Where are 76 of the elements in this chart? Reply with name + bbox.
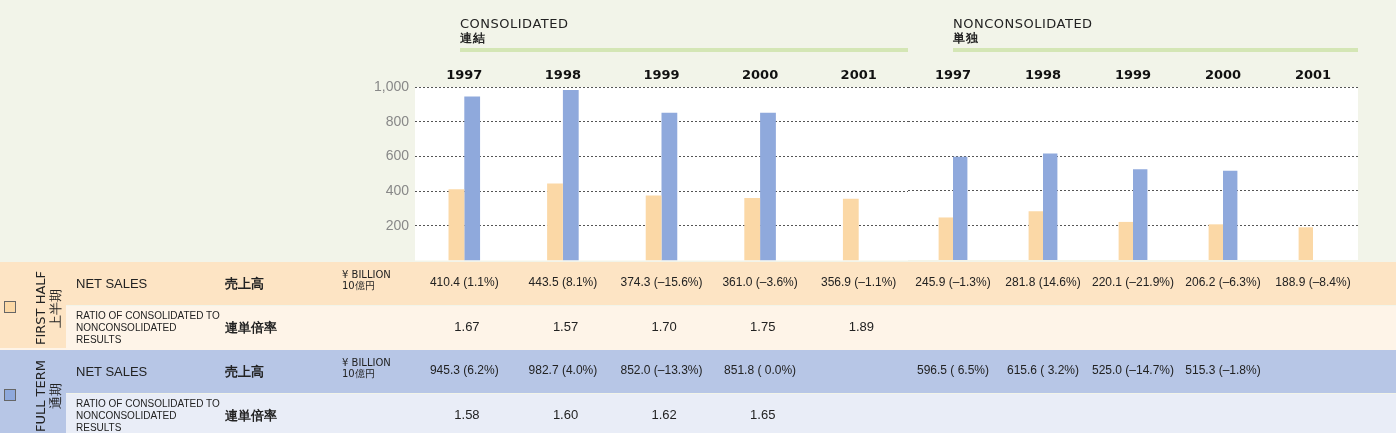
y-axis-title: ¥ BILLION 10億円 [342, 269, 392, 291]
text: NET SALES [76, 275, 149, 293]
bar [547, 183, 563, 261]
data-label: 410.4 (1.1%) [428, 275, 500, 289]
data-label: 443.5 (8.1%) [527, 275, 599, 289]
chart-title: NONCONSOLIDATED [953, 16, 1094, 31]
y-tick-label: 800 [385, 112, 410, 129]
data-label: 945.3 (6.2%) [428, 363, 500, 377]
bar [1223, 170, 1238, 260]
bar [938, 217, 953, 260]
text: 1.57 [552, 319, 579, 334]
x-tick-label: 2001 [840, 66, 877, 82]
data-label: 851.8 ( 0.0%) [723, 363, 798, 377]
x-tick-label: 2000 [742, 66, 779, 82]
text: 1.75 [750, 319, 776, 334]
x-tick-label: 1998 [1024, 66, 1062, 82]
text: 1.58 [454, 407, 480, 422]
y-tick-label: 600 [385, 147, 410, 164]
text: 1.70 [651, 319, 677, 334]
x-tick-label: 1997 [934, 66, 972, 82]
text: 1.65 [750, 407, 776, 422]
x-tick-label: 1999 [1114, 66, 1152, 82]
text: RATIO OF CONSOLIDATED TO NONCONSOLIDATED RESULTS [76, 309, 221, 347]
x-tick-label: 2001 [1294, 66, 1332, 82]
bar [744, 197, 761, 261]
bar [464, 96, 481, 261]
bar [448, 189, 465, 261]
legend-label: FIRST HALF 上半期 [32, 269, 64, 348]
data-label: 596.5 ( 6.5%) [915, 363, 990, 377]
bar [645, 195, 662, 261]
data-label: 281.8 (14.6%) [1004, 275, 1082, 289]
text: 1.67 [454, 319, 480, 334]
chart-subtitle: 連結 [460, 31, 486, 46]
chart-title: CONSOLIDATED [460, 16, 570, 31]
data-label: 515.3 (–1.8%) [1184, 363, 1262, 377]
bar [1028, 211, 1043, 260]
y-tick-label: 400 [385, 182, 410, 199]
data-label: 852.0 (–13.3%) [619, 363, 704, 377]
data-label: 361.0 (–3.6%) [721, 275, 799, 289]
chart-subtitle: 単独 [953, 31, 979, 46]
text: 連単倍率 [225, 319, 278, 337]
bar [1133, 169, 1148, 260]
data-label: 615.6 ( 3.2%) [1005, 363, 1080, 377]
text: 売上高 [225, 364, 264, 379]
data-label: 356.9 (–1.1%) [820, 275, 898, 289]
bar [760, 112, 776, 261]
text: ¥ BILLION 10億円 [342, 357, 391, 379]
x-tick-label: 1997 [446, 66, 483, 82]
text: 1.60 [552, 407, 579, 422]
x-tick-label: 1998 [544, 66, 581, 82]
bar [562, 90, 579, 261]
y-tick-label: 200 [385, 216, 410, 233]
text: RATIO OF CONSOLIDATED TO NONCONSOLIDATED RESULTS [76, 398, 220, 433]
bar [1118, 221, 1133, 260]
bar [1043, 153, 1058, 260]
bar [1298, 227, 1313, 260]
text: 連単倍率 [225, 408, 277, 423]
x-tick-label: 1999 [643, 66, 680, 82]
data-label: 188.9 (–8.4%) [1274, 275, 1352, 289]
text: 1.89 [848, 319, 874, 334]
data-label: 220.1 (–21.9%) [1090, 275, 1176, 289]
data-label: 525.0 (–14.7%) [1090, 363, 1176, 377]
text: NET SALES [76, 364, 148, 379]
bar [842, 198, 859, 261]
data-label: 374.3 (–15.6%) [619, 275, 704, 289]
bar [661, 112, 678, 261]
data-label: 245.9 (–1.3%) [914, 275, 992, 289]
data-label: 206.2 (–6.3%) [1184, 275, 1262, 289]
data-label: 982.7 (4.0%) [527, 363, 599, 377]
bar [953, 156, 968, 260]
text: 1.62 [651, 407, 677, 422]
legend-label: FULL TERM 通期 [32, 359, 64, 433]
bar [1208, 224, 1223, 260]
y-tick-label: 1,000 [373, 77, 410, 94]
text: 売上高 [225, 275, 265, 293]
x-tick-label: 2000 [1204, 66, 1242, 82]
